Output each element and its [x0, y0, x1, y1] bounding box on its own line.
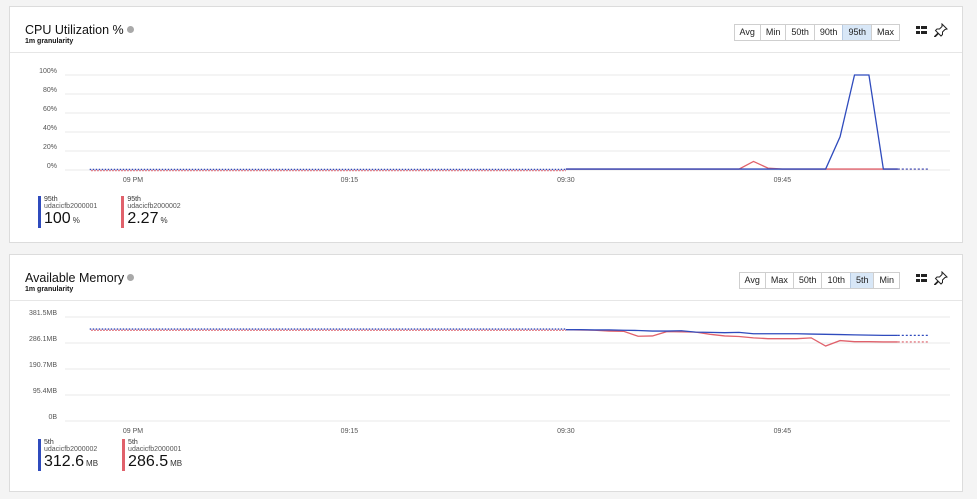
agg-max-button[interactable]: Max [870, 25, 899, 40]
agg-5th-button[interactable]: 5th [849, 273, 874, 288]
legend-value: 286.5 MB [128, 453, 183, 470]
panel-title: CPU Utilization % [25, 23, 134, 37]
agg-min-button[interactable]: Min [873, 273, 899, 288]
legend-item-series-1[interactable]: 5th udacicfb2000002 312.6 MB [38, 439, 98, 471]
chart-legend: 95th udacicfb2000001 100% 95th udacicfb2… [38, 196, 181, 228]
series-line [565, 160, 898, 170]
x-tick-label: 09:15 [341, 428, 359, 435]
legend-value: 312.6 MB [44, 453, 99, 470]
agg-min-button[interactable]: Min [759, 25, 786, 40]
y-tick-label: 190.7MB [29, 362, 57, 369]
agg-avg-button[interactable]: Avg [744, 275, 760, 285]
cpu-line-chart: 100% 80% 60% 40% 20% 0% 09 PM 09:15 09:30 09:45 [39, 68, 950, 184]
info-icon[interactable] [126, 26, 134, 33]
legend-stat: 95th [127, 196, 141, 203]
y-tick-label: 0% [47, 163, 57, 170]
y-tick-label: 20% [43, 144, 57, 151]
agg-avg-button[interactable]: Avg [739, 27, 755, 37]
available-memory-panel: Available Memory 1m granularity Avg Max … [9, 254, 963, 492]
memory-line-chart: 381.5MB 286.1MB 190.7MB 95.4MB 0B 09 PM 09:15 0… [29, 310, 950, 435]
panel-title: Available Memory [25, 271, 135, 285]
info-icon[interactable] [127, 274, 135, 281]
pin-icon[interactable] [934, 271, 948, 285]
series-line [565, 329, 898, 347]
y-tick-label: 100% [39, 68, 57, 75]
x-tick-label: 09:45 [774, 177, 792, 184]
agg-50th-button[interactable]: 50th [785, 25, 814, 40]
grid-view-icon[interactable] [916, 26, 927, 35]
x-tick-label: 09:15 [341, 177, 359, 184]
legend-resource: udacicfb2000002 [44, 446, 98, 453]
panel-subtitle: 1m granularity [25, 38, 74, 45]
agg-95th-button[interactable]: 95th [842, 25, 871, 40]
y-tick-label: 80% [43, 87, 57, 94]
legend-resource: udacicfb2000001 [128, 446, 182, 453]
x-tick-label: 09 PM [123, 428, 143, 435]
y-tick-label: 60% [43, 106, 57, 113]
x-tick-label: 09:30 [557, 177, 575, 184]
aggregation-toolbar: Avg Max 50th 10th 5th Min [738, 272, 900, 289]
header-divider [10, 52, 962, 53]
y-tick-label: 0B [48, 414, 57, 421]
x-tick-label: 09:30 [557, 428, 575, 435]
aggregation-toolbar: Avg Min 50th 90th 95th Max [733, 24, 900, 41]
header-divider [10, 300, 962, 301]
series-line [565, 329, 898, 337]
agg-50th-button[interactable]: 50th [792, 273, 822, 288]
chart-legend: 5th udacicfb2000002 312.6 MB 5th udacicfb… [38, 439, 182, 471]
legend-value: 100% [44, 210, 80, 227]
legend-resource: udacicfb2000002 [127, 203, 181, 210]
panel-subtitle: 1m granularity [25, 286, 74, 293]
y-tick-label: 381.5MB [29, 310, 57, 317]
y-tick-label: 286.1MB [29, 336, 57, 343]
agg-90th-button[interactable]: 90th [813, 25, 843, 40]
legend-stat: 95th [44, 196, 58, 203]
series-line [565, 74, 898, 170]
legend-resource: udacicfb2000001 [44, 203, 98, 210]
x-tick-label: 09 PM [123, 177, 143, 184]
legend-item-series-1[interactable]: 95th udacicfb2000001 100% [38, 196, 97, 228]
pin-icon[interactable] [934, 23, 948, 37]
agg-max-button[interactable]: Max [764, 273, 793, 288]
y-tick-label: 95.4MB [33, 388, 57, 395]
legend-item-series-2[interactable]: 95th udacicfb2000002 2.27% [121, 196, 181, 228]
grid-view-icon[interactable] [916, 274, 927, 283]
legend-stat: 5th [128, 439, 138, 446]
legend-item-series-2[interactable]: 5th udacicfb2000001 286.5 MB [122, 439, 182, 471]
x-tick-label: 09:45 [774, 428, 792, 435]
y-tick-label: 40% [43, 125, 57, 132]
cpu-utilization-panel: CPU Utilization % 1m granularity Avg Min… [9, 6, 963, 243]
legend-stat: 5th [44, 439, 54, 446]
agg-10th-button[interactable]: 10th [821, 273, 850, 288]
legend-value: 2.27% [127, 210, 168, 227]
